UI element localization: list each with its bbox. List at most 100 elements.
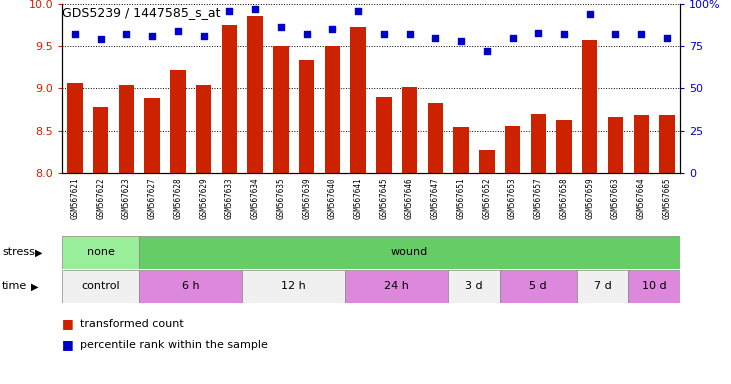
Text: percentile rank within the sample: percentile rank within the sample (80, 340, 268, 350)
Point (558, 31, 570, 37)
Text: GSM567652: GSM567652 (482, 178, 491, 219)
Point (300, 31, 312, 37)
Bar (140, 270, 242, 303)
Bar (345, 270, 448, 303)
Text: ▶: ▶ (35, 247, 42, 258)
Text: none: none (87, 247, 115, 258)
Text: GSM567646: GSM567646 (405, 178, 414, 219)
Text: ■: ■ (62, 317, 74, 330)
Point (430, 35, 442, 41)
Text: GSM567663: GSM567663 (611, 178, 620, 219)
Text: GDS5239 / 1447585_s_at: GDS5239 / 1447585_s_at (62, 6, 221, 19)
Point (455, 38, 467, 44)
Text: GSM567635: GSM567635 (276, 178, 285, 219)
Point (121, 31, 132, 37)
Bar (221, 25, 237, 173)
Text: 7 d: 7 d (594, 281, 612, 291)
Point (507, 35, 518, 41)
Point (661, 35, 673, 41)
Bar (531, 114, 546, 173)
Bar (479, 150, 494, 173)
Bar (556, 121, 572, 173)
Point (404, 31, 415, 37)
Text: GSM567628: GSM567628 (173, 178, 183, 219)
Point (481, 48, 493, 54)
Text: GSM567651: GSM567651 (457, 178, 466, 219)
Text: 3 d: 3 d (465, 281, 482, 291)
Text: 12 h: 12 h (281, 281, 306, 291)
Bar (629, 270, 680, 303)
Point (610, 31, 621, 37)
Text: time: time (2, 281, 28, 291)
Text: control: control (81, 281, 120, 291)
Bar (118, 85, 135, 173)
Point (378, 31, 390, 37)
Point (249, 6, 261, 12)
Bar (62, 270, 140, 303)
Text: GSM567640: GSM567640 (328, 178, 337, 219)
Bar (505, 126, 520, 173)
Bar (325, 46, 340, 173)
Bar (577, 270, 629, 303)
Bar (67, 83, 83, 173)
Bar (242, 270, 345, 303)
Text: GSM567664: GSM567664 (637, 178, 645, 219)
Bar (582, 40, 597, 173)
Text: 5 d: 5 d (529, 281, 547, 291)
Text: GSM567659: GSM567659 (586, 178, 594, 219)
Bar (170, 70, 186, 173)
Bar (140, 236, 680, 269)
Bar (299, 60, 314, 173)
Bar (607, 117, 624, 173)
Bar (448, 270, 500, 303)
Text: GSM567639: GSM567639 (302, 178, 311, 219)
Point (635, 31, 647, 37)
Bar (500, 270, 577, 303)
Text: GSM567657: GSM567657 (534, 178, 543, 219)
Text: GSM567623: GSM567623 (122, 178, 131, 219)
Point (584, 11, 596, 17)
Point (146, 33, 158, 39)
Point (532, 30, 544, 36)
Bar (350, 28, 366, 173)
Text: GSM567627: GSM567627 (148, 178, 156, 219)
Bar (376, 97, 392, 173)
Bar (93, 107, 108, 173)
Text: stress: stress (2, 247, 35, 258)
Bar (247, 16, 263, 173)
Text: GSM567622: GSM567622 (96, 178, 105, 219)
Bar (402, 88, 417, 173)
Bar (273, 46, 289, 173)
Point (224, 8, 235, 14)
Text: transformed count: transformed count (80, 319, 184, 329)
Text: 24 h: 24 h (385, 281, 409, 291)
Bar (453, 127, 469, 173)
Point (172, 28, 183, 34)
Point (327, 26, 338, 32)
Text: GSM567665: GSM567665 (662, 178, 672, 219)
Point (95, 36, 107, 42)
Bar (62, 236, 140, 269)
Text: GSM567658: GSM567658 (559, 178, 569, 219)
Text: GSM567633: GSM567633 (225, 178, 234, 219)
Text: GSM567621: GSM567621 (70, 178, 80, 219)
Text: GSM567647: GSM567647 (431, 178, 440, 219)
Bar (634, 115, 649, 173)
Point (69, 31, 81, 37)
Text: GSM567653: GSM567653 (508, 178, 517, 219)
Text: ■: ■ (62, 338, 74, 351)
Text: 6 h: 6 h (182, 281, 200, 291)
Text: GSM567641: GSM567641 (354, 178, 363, 219)
Text: 10 d: 10 d (642, 281, 667, 291)
Point (352, 8, 364, 14)
Bar (659, 114, 675, 173)
Bar (428, 103, 443, 173)
Point (198, 33, 210, 39)
Bar (196, 85, 211, 173)
Text: GSM567645: GSM567645 (379, 178, 388, 219)
Text: GSM567634: GSM567634 (251, 178, 260, 219)
Point (275, 25, 287, 31)
Bar (145, 98, 160, 173)
Text: ▶: ▶ (31, 281, 39, 291)
Text: GSM567629: GSM567629 (199, 178, 208, 219)
